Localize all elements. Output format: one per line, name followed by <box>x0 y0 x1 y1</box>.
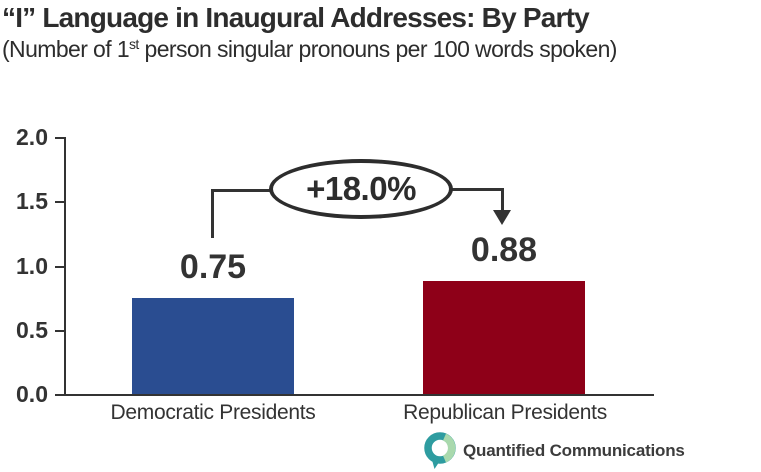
subtitle-prefix: (Number of 1 <box>2 36 130 62</box>
y-tick-2.0 <box>55 137 64 139</box>
y-tick-label: 1.5 <box>16 188 48 214</box>
chart-subtitle: (Number of 1st person singular pronouns … <box>2 36 759 63</box>
y-tick-0.0 <box>55 394 64 396</box>
subtitle-superscript: st <box>129 36 139 52</box>
quantified-communications-logo: Quantified Communications <box>423 432 685 470</box>
value-label-republican: 0.88 <box>470 230 538 269</box>
chart-title: “I” Language in Inaugural Addresses: By … <box>2 2 590 33</box>
y-tick-label: 2.0 <box>16 124 48 150</box>
y-axis-line <box>64 137 66 396</box>
category-label-democratic: Democratic Presidents <box>110 401 316 424</box>
annotation-connector-right-vertical <box>501 188 504 212</box>
annotation-arrowhead-icon <box>493 210 511 225</box>
y-tick-label: 0.5 <box>16 317 48 343</box>
y-tick-1.0 <box>55 266 64 268</box>
annotation-connector-right-horizontal <box>449 188 504 191</box>
annotation-ellipse: +18.0% <box>269 159 453 219</box>
subtitle-suffix: person singular pronouns per 100 words s… <box>138 36 618 62</box>
value-label-democratic: 0.75 <box>179 247 247 286</box>
annotation-connector-left-vertical <box>211 189 214 238</box>
category-label-republican: Republican Presidents <box>403 401 607 424</box>
y-tick-0.5 <box>55 330 64 332</box>
bar-republican-presidents <box>423 280 585 394</box>
bar-democratic-presidents <box>132 297 294 394</box>
y-tick-label: 0.0 <box>16 381 48 407</box>
q-speech-bubble-icon <box>424 432 456 469</box>
annotation-connector-left-horizontal <box>211 189 273 192</box>
logo-text: Quantified Communications <box>463 441 685 460</box>
y-tick-label: 1.0 <box>16 253 48 279</box>
x-axis-line <box>64 394 654 396</box>
y-tick-1.5 <box>55 201 64 203</box>
